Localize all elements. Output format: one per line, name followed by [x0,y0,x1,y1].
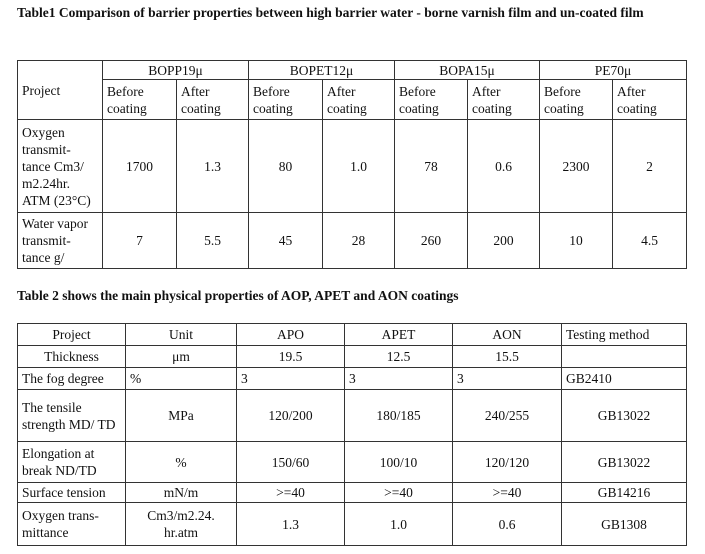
table-row: Oxygen trans-mittance Cm3/m2.24. hr.atm … [17,502,687,546]
film-header: BOPET12μ [248,60,396,80]
cell: 10 [539,212,614,269]
cell: The fog degree [17,367,126,390]
table-row: The fog degree % 3 3 3 GB2410 [17,367,687,390]
cell: 19.5 [236,345,345,368]
header-cell: Unit [125,323,237,346]
cell: The tensile strength MD/ TD [17,389,126,442]
cell: >=40 [344,482,453,503]
cell: 5.5 [175,212,250,269]
cell: % [125,441,237,483]
cell: μm [125,345,237,368]
cell: 120/120 [452,441,562,483]
cell: 12.5 [344,345,453,368]
cell: GB14216 [561,482,687,503]
cell: >=40 [452,482,562,503]
before-coating-header: Before coating [102,79,177,120]
row-label: Water vapor transmit-tance g/ [17,212,103,269]
cell: 180/185 [344,389,453,442]
film-header: BOPA15μ [394,60,541,80]
cell: 120/200 [236,389,345,442]
cell: 1.3 [236,502,345,546]
cell: >=40 [236,482,345,503]
cell: GB2410 [561,367,687,390]
cell: 7 [102,212,177,269]
cell: mN/m [125,482,237,503]
header-cell: Testing method [561,323,687,346]
cell: Cm3/m2.24. hr.atm [125,502,237,546]
before-coating-header: Before coating [539,79,614,120]
cell: MPa [125,389,237,442]
after-coating-header: After coating [467,79,541,120]
film-header: BOPP19μ [101,60,250,80]
cell: Surface tension [17,482,126,503]
cell: 1.0 [322,119,396,213]
cell: 45 [248,212,324,269]
cell: 2300 [539,119,614,213]
after-coating-header: After coating [175,79,250,120]
cell: 0.6 [467,119,541,213]
cell: 78 [394,119,469,213]
after-coating-header: After coating [612,79,688,120]
cell: Elongation at break ND/TD [17,441,126,483]
barrier-comparison-table: Project BOPP19μ BOPET12μ BOPA15μ PE70μ B… [17,60,688,269]
project-header: Project [17,60,103,120]
table-row: Surface tension mN/m >=40 >=40 >=40 GB14… [17,482,687,503]
cell: 0.6 [452,502,562,546]
physical-properties-table: Project Unit APO APET AON Testing method… [17,323,687,546]
cell: 200 [467,212,541,269]
cell: GB13022 [561,441,687,483]
cell: 100/10 [344,441,453,483]
before-coating-header: Before coating [248,79,324,120]
table-row: Elongation at break ND/TD % 150/60 100/1… [17,441,687,483]
cell: 150/60 [236,441,345,483]
cell: 15.5 [452,345,562,368]
row-label: Oxygen transmit-tance Cm3/ m2.24hr. ATM … [17,119,103,213]
cell: 3 [236,367,345,390]
table-row: Water vapor transmit-tance g/ 7 5.5 45 2… [17,212,688,269]
table-row: The tensile strength MD/ TD MPa 120/200 … [17,389,687,442]
after-coating-header: After coating [322,79,396,120]
cell: 80 [248,119,324,213]
cell: GB13022 [561,389,687,442]
table2-title: Table 2 shows the main physical properti… [17,288,459,303]
table-row: Thickness μm 19.5 12.5 15.5 [17,345,687,368]
cell: 1.3 [175,119,250,213]
header-cell: APO [236,323,345,346]
header-cell: AON [452,323,562,346]
cell: 260 [394,212,469,269]
cell [561,345,687,368]
header-cell: Project [17,323,126,346]
cell: 240/255 [452,389,562,442]
cell: 3 [452,367,562,390]
table1-title: Table1 Comparison of barrier properties … [17,5,644,20]
before-coating-header: Before coating [394,79,469,120]
cell: Oxygen trans-mittance [17,502,126,546]
cell: % [125,367,237,390]
header-cell: APET [344,323,453,346]
table-row: Oxygen transmit-tance Cm3/ m2.24hr. ATM … [17,119,688,213]
film-header: PE70μ [539,60,688,80]
cell: 2 [612,119,688,213]
cell: 4.5 [612,212,688,269]
cell: 3 [344,367,453,390]
cell: GB1308 [561,502,687,546]
cell: 1700 [102,119,177,213]
cell: Thickness [17,345,126,368]
cell: 28 [322,212,396,269]
cell: 1.0 [344,502,453,546]
